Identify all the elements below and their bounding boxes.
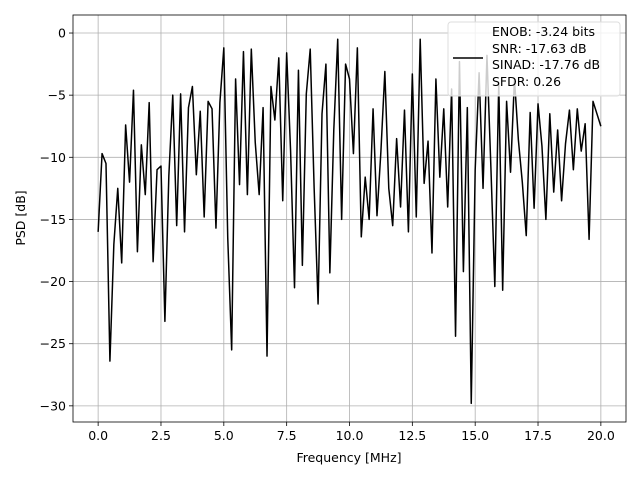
y-tick-label: −20 bbox=[40, 274, 66, 289]
x-axis-label: Frequency [MHz] bbox=[296, 450, 401, 465]
x-tick-label: 12.5 bbox=[398, 428, 426, 443]
y-tick-label: −10 bbox=[40, 150, 66, 165]
y-tick-label: −5 bbox=[48, 88, 66, 103]
x-tick-label: 20.0 bbox=[587, 428, 615, 443]
x-tick-label: 5.0 bbox=[214, 428, 234, 443]
legend-label: ENOB: -3.24 bits SNR: -17.63 dB SINAD: -… bbox=[492, 24, 601, 89]
x-tick-label: 15.0 bbox=[461, 428, 489, 443]
x-tick-label: 2.5 bbox=[151, 428, 171, 443]
x-tick-label: 0.0 bbox=[88, 428, 108, 443]
data-line bbox=[97, 38, 602, 405]
legend-box bbox=[447, 21, 621, 97]
x-tick-label: 10.0 bbox=[336, 428, 364, 443]
y-tick-label: 0 bbox=[58, 26, 66, 41]
x-tick-label: 17.5 bbox=[524, 428, 552, 443]
y-tick-label: −15 bbox=[40, 212, 66, 227]
x-tick-label: 7.5 bbox=[277, 428, 297, 443]
y-tick-label: −25 bbox=[40, 336, 66, 351]
y-axis-label: PSD [dB] bbox=[13, 190, 28, 245]
y-tick-label: −30 bbox=[40, 398, 66, 413]
axes-frame bbox=[72, 14, 627, 423]
